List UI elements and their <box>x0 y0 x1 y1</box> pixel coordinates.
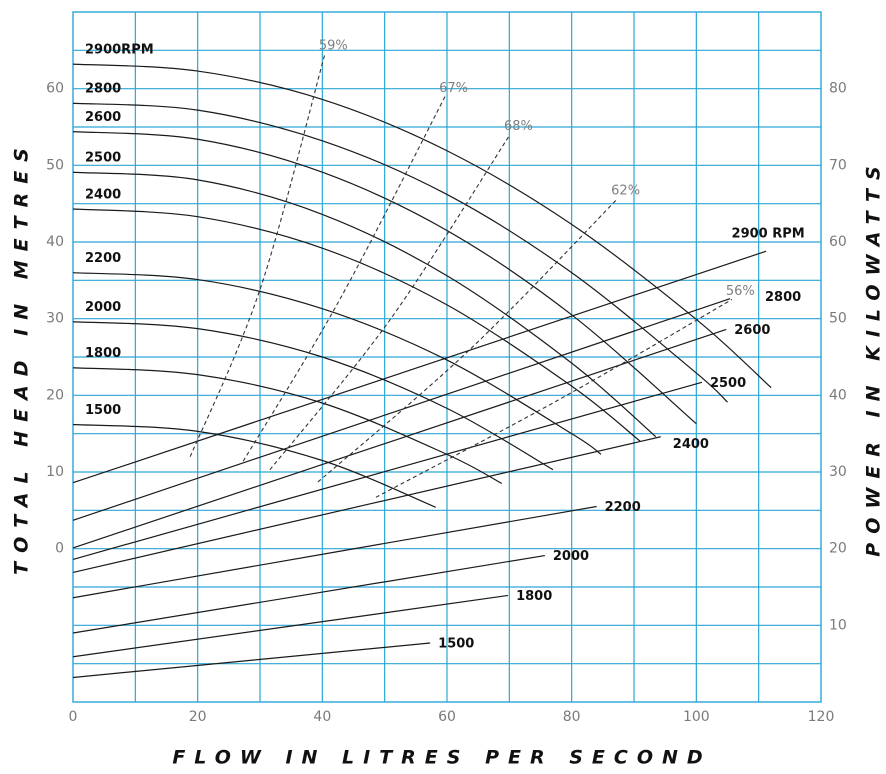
power-curve-label: 1800 <box>516 589 552 604</box>
head-curve <box>72 272 602 455</box>
head-curve <box>72 131 697 425</box>
x-axis-title: FLOW IN LITRES PER SECOND <box>172 747 711 769</box>
efficiency-curve <box>242 96 446 462</box>
head-curve <box>72 208 641 442</box>
efficiency-curve <box>269 134 511 471</box>
power-curve <box>72 328 727 549</box>
power-curve <box>72 436 661 574</box>
efficiency-label: 67% <box>439 81 468 96</box>
x-tick-label: 100 <box>683 709 710 725</box>
y-tick-label: 60 <box>46 81 64 97</box>
power-curve <box>72 250 767 484</box>
power-curve <box>72 298 731 521</box>
efficiency-label: 68% <box>504 119 533 134</box>
y-tick-label: 30 <box>46 311 64 327</box>
head-curve-label: 1800 <box>85 346 121 361</box>
y2-tick-label: 20 <box>829 541 847 557</box>
head-curve <box>72 102 728 403</box>
power-curve-label: 2600 <box>734 323 770 338</box>
head-curve-label: 2400 <box>85 188 121 203</box>
y-tick-label: 0 <box>55 541 64 557</box>
y-tick-label: 10 <box>46 464 64 480</box>
y-tick-label: 20 <box>46 387 64 403</box>
power-curve <box>72 642 431 679</box>
y2-tick-label: 60 <box>829 234 847 250</box>
power-curve <box>72 554 545 634</box>
y-axis-title: TOTAL HEAD IN METRES <box>11 139 33 575</box>
efficiency-label: 59% <box>319 39 348 54</box>
efficiency-curve <box>189 54 326 457</box>
power-curve-label: 2200 <box>605 500 641 515</box>
head-curve-label: 2600 <box>85 110 121 125</box>
y2-axis-title: POWER IN KILOWATTS <box>863 157 885 556</box>
head-curve-label: 2000 <box>85 300 121 315</box>
power-curve-label: 2000 <box>553 549 589 564</box>
power-curve <box>72 381 703 560</box>
y2-tick-label: 30 <box>829 464 847 480</box>
head-curve <box>72 321 554 471</box>
x-tick-label: 20 <box>189 709 207 725</box>
y-tick-label: 50 <box>46 157 64 173</box>
head-curve <box>72 63 772 389</box>
efficiency-label: 62% <box>611 184 640 199</box>
efficiency-curve <box>375 299 733 498</box>
x-tick-label: 0 <box>69 709 78 725</box>
y2-tick-label: 40 <box>829 387 847 403</box>
x-tick-label: 120 <box>808 709 835 725</box>
x-tick-label: 40 <box>313 709 331 725</box>
y2-tick-label: 50 <box>829 311 847 327</box>
x-tick-label: 80 <box>563 709 581 725</box>
head-curve-label: 2900RPM <box>85 43 154 58</box>
y2-tick-label: 70 <box>829 157 847 173</box>
head-curve <box>72 171 657 438</box>
efficiency-label: 56% <box>726 284 755 299</box>
power-curve <box>72 505 597 599</box>
x-tick-label: 60 <box>438 709 456 725</box>
head-curve <box>72 423 437 508</box>
power-curve-label: 1500 <box>438 636 474 651</box>
power-curve-label: 2900 RPM <box>732 227 805 242</box>
power-curve-label: 2500 <box>710 376 746 391</box>
power-curve-label: 2400 <box>673 437 709 452</box>
plot-frame <box>72 11 822 703</box>
power-curve-label: 2800 <box>765 290 801 305</box>
head-curve-label: 2500 <box>85 151 121 166</box>
head-curve <box>72 367 503 485</box>
head-curve-label: 1500 <box>85 403 121 418</box>
power-curve <box>72 594 509 658</box>
y2-tick-label: 10 <box>829 617 847 633</box>
head-curve-label: 2200 <box>85 251 121 266</box>
y2-tick-label: 80 <box>829 81 847 97</box>
head-curve-label: 2800 <box>85 82 121 97</box>
y-tick-label: 40 <box>46 234 64 250</box>
